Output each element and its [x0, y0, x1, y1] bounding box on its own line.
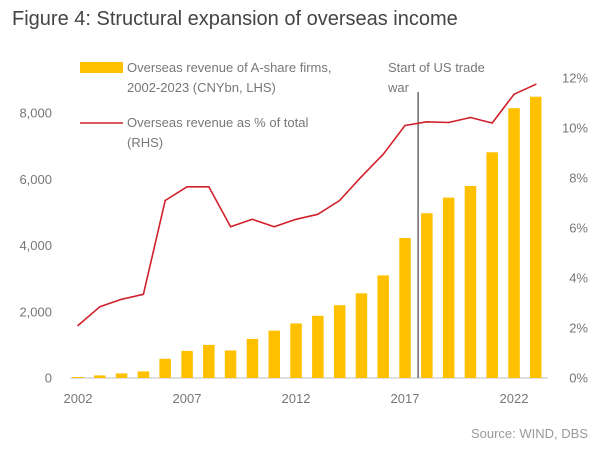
- legend-label-bars: Overseas revenue of A-share firms, 2002-2…: [127, 60, 331, 95]
- bar-2010: [246, 338, 259, 378]
- legend-label-line-line-1: Overseas revenue as % of total: [127, 115, 308, 130]
- right-axis-tick-label: 0%: [569, 371, 588, 386]
- bar-2013: [312, 315, 324, 378]
- right-axis-tick-label: 12%: [562, 71, 588, 86]
- line-point-2020: [469, 116, 472, 119]
- bar-2016: [377, 275, 389, 378]
- legend-label-bars-line-1: Overseas revenue of A-share firms,: [127, 60, 331, 75]
- trade-war-marker-group: Start of US trade war: [387, 60, 485, 378]
- source-note: Source: WIND, DBS: [470, 426, 588, 441]
- bar-2005: [137, 371, 150, 378]
- line-point-2005: [142, 293, 145, 296]
- line-point-2011: [273, 226, 276, 228]
- line-point-2012: [295, 218, 297, 221]
- tick-labels-group: 0 2,000 4,000 6,000 8,000 0% 2% 4% 6% 8% 10% 12% 200…: [19, 71, 588, 407]
- bar-2021: [486, 152, 498, 378]
- line-point-2015: [360, 175, 363, 178]
- left-axis-tick-label: 0: [45, 371, 52, 386]
- bar-2020: [464, 186, 477, 378]
- line-point-2017: [404, 124, 406, 127]
- x-axis-tick-label: 2012: [282, 391, 311, 406]
- bar-2011: [268, 330, 280, 378]
- bar-2018: [421, 213, 433, 378]
- bar-2019: [442, 197, 455, 378]
- bar-2014: [333, 305, 346, 378]
- left-axis-tick-label: 2,000: [19, 304, 52, 319]
- bar-2023: [530, 96, 542, 378]
- chart-title: Figure 4: Structural expansion of overse…: [12, 8, 458, 30]
- trade-war-annotation-line-2: war: [387, 80, 410, 95]
- x-axis-tick-label: 2022: [500, 391, 529, 406]
- line-series-pct-of-total: [77, 83, 537, 327]
- x-axis-tick-label: 2007: [173, 391, 202, 406]
- trade-war-annotation-line-1: Start of US trade: [388, 60, 485, 75]
- bar-2004: [115, 373, 128, 378]
- left-axis-tick-label: 4,000: [19, 238, 52, 253]
- bar-2007: [181, 350, 193, 378]
- line-point-2019: [447, 121, 450, 124]
- legend-label-bars-line-2: 2002-2023 (CNYbn, LHS): [127, 80, 276, 95]
- bar-2012: [290, 323, 302, 378]
- line-point-2016: [382, 153, 385, 156]
- line-point-2002: [77, 324, 79, 327]
- bar-2002: [72, 377, 84, 378]
- legend-label-line: Overseas revenue as % of total (RHS): [127, 115, 308, 150]
- right-axis-tick-label: 6%: [569, 221, 588, 236]
- legend: Overseas revenue of A-share firms, 2002-2…: [80, 60, 331, 150]
- line-point-2003: [99, 306, 101, 308]
- right-axis-tick-label: 2%: [569, 321, 588, 336]
- line-point-2008: [208, 186, 210, 188]
- bar-series-group: [72, 96, 542, 378]
- bar-2006: [159, 358, 171, 378]
- trade-war-annotation: Start of US trade war: [387, 60, 485, 95]
- line-point-2022: [513, 93, 515, 96]
- legend-label-line-line-2: (RHS): [127, 135, 163, 150]
- legend-swatch-bars: [80, 62, 123, 73]
- bar-2015: [355, 293, 368, 378]
- line-point-2021: [491, 122, 494, 124]
- line-point-2006: [164, 199, 166, 202]
- left-axis-tick-label: 8,000: [19, 106, 52, 121]
- bar-2017: [399, 238, 411, 378]
- line-point-2023: [535, 83, 537, 86]
- line-point-2004: [120, 298, 123, 301]
- bar-2022: [508, 108, 520, 378]
- line-point-2018: [426, 121, 428, 123]
- bar-2008: [203, 344, 215, 378]
- line-point-2013: [317, 213, 319, 216]
- x-axis-tick-label: 2017: [391, 391, 420, 406]
- bar-2009: [224, 350, 237, 378]
- line-point-2009: [229, 226, 232, 228]
- line-point-2007: [186, 186, 188, 188]
- line-series-group: [77, 83, 537, 327]
- right-axis-tick-label: 10%: [562, 121, 588, 136]
- x-axis-tick-label: 2002: [64, 391, 93, 406]
- line-point-2014: [338, 199, 341, 202]
- bar-2003: [94, 375, 106, 378]
- right-axis-tick-label: 8%: [569, 171, 588, 186]
- right-axis-tick-label: 4%: [569, 271, 588, 286]
- line-point-2010: [251, 218, 254, 221]
- left-axis-tick-label: 6,000: [19, 172, 52, 187]
